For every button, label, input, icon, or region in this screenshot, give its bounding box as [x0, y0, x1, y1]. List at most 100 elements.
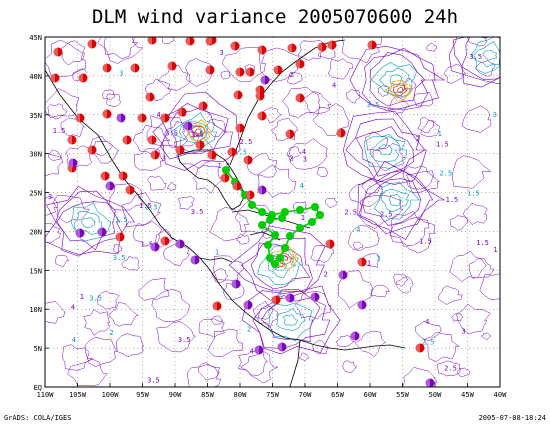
observation-marker — [102, 63, 112, 73]
track-point — [271, 260, 279, 268]
lon-tick-label: 105W — [69, 391, 87, 399]
track-point — [281, 244, 289, 252]
lon-tick-label: 45W — [461, 391, 474, 399]
lon-tick-label: 100W — [102, 391, 120, 399]
track-point — [258, 208, 266, 216]
track-point — [311, 203, 319, 211]
track-point — [286, 232, 294, 240]
plot-area: 21.53.53.53441.52.51.52.532.52.543.53333… — [45, 37, 500, 387]
observation-marker — [122, 135, 132, 145]
observation-marker — [257, 45, 267, 55]
observation-marker — [97, 227, 107, 237]
observation-marker — [175, 239, 185, 249]
observation-marker — [195, 140, 205, 150]
observation-marker — [336, 128, 346, 138]
contour-value-label: 4 — [332, 81, 336, 89]
lon-tick-label: 85W — [201, 391, 214, 399]
observation-marker — [357, 257, 367, 267]
lat-tick-label: 10N — [29, 306, 42, 314]
storm-track — [222, 166, 324, 268]
track-point — [264, 241, 272, 249]
contour-value-label: 4 — [425, 318, 429, 326]
observation-marker — [327, 40, 337, 50]
lon-tick-label: 80W — [234, 391, 247, 399]
lat-tick-label: 30N — [29, 151, 42, 159]
contour-value-label: 3 — [162, 155, 166, 163]
observation-marker — [116, 113, 126, 123]
observation-marker — [53, 47, 63, 57]
observation-marker — [145, 92, 155, 102]
observation-marker — [50, 73, 60, 83]
contour-value-label: 4 — [356, 226, 360, 234]
observation-marker — [167, 61, 177, 71]
lon-tick-label: 75W — [266, 391, 279, 399]
observation-marker — [350, 331, 360, 341]
observation-marker — [317, 42, 327, 52]
track-point — [266, 216, 274, 224]
track-point — [266, 254, 274, 262]
contour-value-label: 1 — [438, 130, 442, 138]
track-line — [225, 169, 322, 266]
observation-marker — [227, 147, 237, 157]
contour-value-label: 1.5 — [141, 240, 154, 248]
observation-marker — [367, 40, 377, 50]
contour-value-label: 2.5 — [240, 138, 253, 146]
track-point — [281, 208, 289, 216]
track-point — [296, 224, 304, 232]
contour-value-label: 4 — [71, 304, 75, 312]
lat-tick-label: 45N — [29, 34, 42, 42]
observation-marker — [415, 343, 425, 353]
observation-marker — [271, 295, 281, 305]
observation-marker — [105, 181, 115, 191]
contour-value-label: 1.5 — [234, 148, 247, 156]
observation-marker — [205, 65, 215, 75]
track-point — [276, 254, 284, 262]
contour-value-label: 1 — [367, 259, 371, 267]
footer-timestamp: 2005-07-08-18:24 — [478, 414, 546, 422]
observation-markers — [50, 37, 435, 387]
lat-tick-label: 35N — [29, 112, 42, 120]
observation-marker — [232, 181, 242, 191]
observation-marker — [295, 93, 305, 103]
observation-marker — [310, 292, 320, 302]
lat-tick-label: 20N — [29, 228, 42, 236]
observation-marker — [68, 158, 78, 168]
lon-tick-label: 55W — [396, 391, 409, 399]
contour-value-label: 1.5 — [53, 127, 66, 135]
contour-value-label: 2 — [278, 291, 282, 299]
map-title: DLM wind variance 2005070600 24h — [91, 6, 459, 28]
observation-marker — [137, 113, 147, 123]
contour-value-label: 2.5 — [440, 170, 453, 178]
contour-value-label: 3.5 — [191, 208, 204, 216]
observation-marker — [425, 378, 435, 387]
contour-value-label: 1.5 — [467, 189, 480, 197]
observation-marker — [150, 242, 160, 252]
contour-value-label: 2 — [247, 325, 251, 333]
observation-marker — [235, 123, 245, 133]
track-point — [258, 221, 266, 229]
lat-tick-label: EQ — [34, 384, 42, 392]
contour-value-label: 4 — [302, 148, 306, 156]
observation-marker — [185, 37, 195, 46]
contour-value-label: 3.5 — [165, 130, 178, 138]
lon-tick-label: 50W — [429, 391, 442, 399]
observation-marker — [325, 239, 335, 249]
observation-marker — [285, 129, 295, 139]
observation-marker — [207, 150, 217, 160]
lon-tick-label: 70W — [299, 391, 312, 399]
lon-tick-label: 65W — [331, 391, 344, 399]
footer-credit: GrADS: COLA/IGES — [4, 414, 72, 422]
observation-marker — [87, 145, 97, 155]
contour-value-label: 2 — [416, 135, 420, 143]
contour-value-label: 4 — [250, 347, 254, 355]
observation-marker — [125, 185, 135, 195]
observation-marker — [198, 101, 208, 111]
observation-marker — [160, 236, 170, 246]
observation-marker — [130, 63, 140, 73]
contour-value-label: 3 — [219, 49, 223, 57]
track-point — [278, 214, 286, 222]
observation-marker — [220, 173, 230, 183]
contour-value-label: 2 — [290, 71, 294, 79]
observation-marker — [67, 135, 77, 145]
